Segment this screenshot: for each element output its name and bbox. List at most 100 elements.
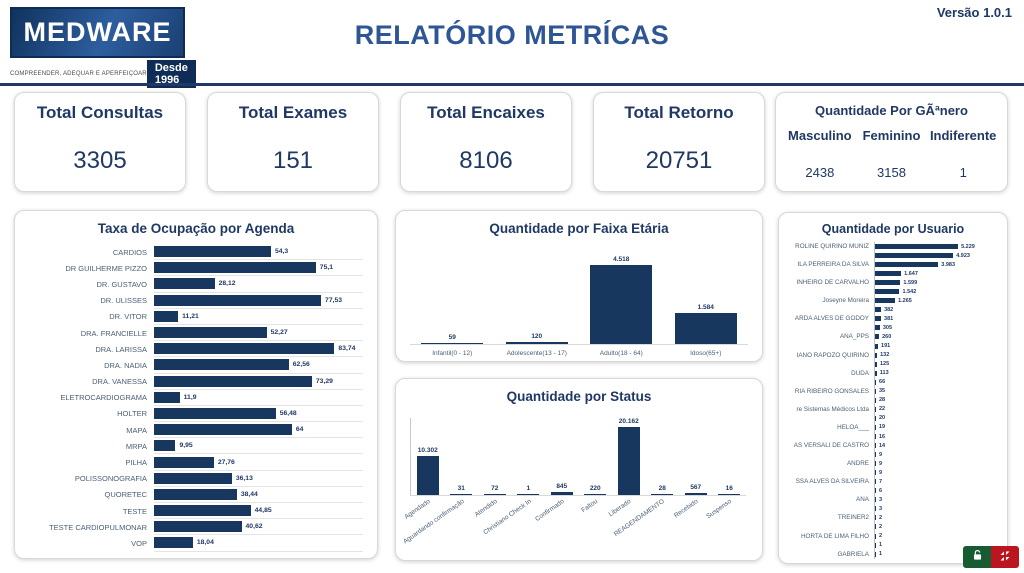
value-label: 59 xyxy=(448,333,456,341)
bar-track: 62,56 xyxy=(154,357,363,374)
bar xyxy=(617,427,640,495)
bar-track: 54,3 xyxy=(154,244,363,261)
kpi-label: Total Consultas xyxy=(36,103,164,122)
gender-card-title: Quantidade Por GÃªnero xyxy=(815,103,968,118)
unlock-button[interactable] xyxy=(963,546,991,568)
bar-track: 260 xyxy=(874,332,991,342)
kpi-value: 3305 xyxy=(73,147,127,174)
bar-row: DRA. FRANCIELLE 52,27 xyxy=(21,325,377,342)
value-label: 5.229 xyxy=(961,243,975,250)
bar-column: 31 Aguardando confirmação xyxy=(402,418,479,545)
bar xyxy=(875,361,877,367)
bar-column: 220 Faltou xyxy=(579,418,613,514)
bar-track: 77,53 xyxy=(154,293,363,309)
value-label: 305 xyxy=(882,324,893,331)
faixa-etaria-bar-chart: 59 120 4.518 1.584 xyxy=(410,256,748,345)
category-label: ELETROCARDIOGRAMA xyxy=(60,393,147,403)
bar xyxy=(154,278,215,290)
bar xyxy=(875,443,876,449)
bar-column: 120 xyxy=(495,256,580,344)
bar-row: 2 xyxy=(783,522,999,532)
bar xyxy=(875,316,882,322)
medware-logo: MEDWARE xyxy=(10,7,185,58)
bar-row: ANA_PPS 260 xyxy=(783,332,999,342)
bar-track: 44,85 xyxy=(154,503,363,520)
bar-column: 10.302 Agendado xyxy=(403,418,445,521)
bar xyxy=(875,497,876,503)
bar-track: 382 xyxy=(874,305,991,315)
value-label: 56,48 xyxy=(279,409,297,417)
bar-track: 20 xyxy=(874,413,991,423)
value-label: 9 xyxy=(879,469,883,476)
category-label: Faltou xyxy=(580,498,600,515)
value-label: 22 xyxy=(879,406,886,413)
chart-title: Quantidade por Faixa Etária xyxy=(489,221,669,236)
logo-text: MEDWARE xyxy=(23,17,172,47)
bar-row: 9 xyxy=(783,450,999,460)
gender-col-feminino: Feminino 3158 xyxy=(856,128,928,180)
bar xyxy=(590,265,653,344)
gender-value: 1 xyxy=(959,165,967,180)
bar xyxy=(154,359,289,371)
value-label: 77,53 xyxy=(325,296,343,304)
value-label: 54,3 xyxy=(274,248,289,256)
kpi-value: 151 xyxy=(272,147,314,174)
bar-track: 18,04 xyxy=(154,535,363,552)
bar-column: 845 Confirmado xyxy=(534,418,579,523)
category-label: POLISSONOGRAFIA xyxy=(74,474,147,484)
bar-track: 9 xyxy=(874,450,991,460)
bar-column: 4.518 xyxy=(579,256,664,344)
bar xyxy=(875,397,876,403)
bar xyxy=(875,415,876,421)
bar-row: 1 xyxy=(783,540,999,550)
bar-track: 83,74 xyxy=(154,341,363,358)
bar xyxy=(416,455,439,495)
chart-card-faixa-etaria: Quantidade por Faixa Etária 59 120 4.518 1.… xyxy=(395,210,763,362)
value-label: 381 xyxy=(884,315,894,322)
value-label: 845 xyxy=(556,482,568,490)
value-label: 7 xyxy=(879,478,883,485)
value-label: 9 xyxy=(879,451,883,458)
category-label: Confirmado xyxy=(534,498,566,524)
bar-track: 1.647 xyxy=(874,269,991,279)
bar-column: 1.584 xyxy=(664,256,749,344)
bar xyxy=(875,515,876,521)
bar-row: 16 xyxy=(783,431,999,442)
category-label: DRA. NADIA xyxy=(104,360,147,370)
bar-row: 4.923 xyxy=(783,251,999,261)
category-label: ROLINE QUIRINO MUNIZ xyxy=(795,243,869,251)
bar xyxy=(154,343,335,355)
value-label: 1.599 xyxy=(903,279,918,286)
bar-row: QUORETEC 38,44 xyxy=(21,487,377,503)
value-label: 260 xyxy=(882,333,892,340)
category-label: GABRIELA xyxy=(837,550,870,558)
bar xyxy=(154,488,237,500)
bar xyxy=(875,343,879,349)
kpi-card-genero: Quantidade Por GÃªnero Masculino 2438 Fe… xyxy=(775,92,1008,192)
chart-title: Quantidade por Status xyxy=(506,389,652,404)
bar xyxy=(875,298,896,304)
category-label: DR. VITOR xyxy=(109,312,147,322)
bar-row: IANO RAPOZO QUIRINO 132 xyxy=(783,350,999,360)
bar-track: 9,95 xyxy=(154,438,363,455)
value-label: 1 xyxy=(526,485,531,492)
category-label: HELOA___ xyxy=(837,423,869,431)
bar xyxy=(154,537,193,549)
gender-label: Feminino xyxy=(862,128,921,143)
bar xyxy=(875,461,876,467)
bar xyxy=(154,440,176,452)
category-label: IANO RAPOZO QUIRINO xyxy=(796,351,869,359)
bar xyxy=(684,492,707,495)
category-label: INHEIRO DE CARVALHO xyxy=(796,279,869,287)
bar xyxy=(154,327,267,339)
category-label: DRA. FRANCIELLE xyxy=(80,328,147,338)
bar-row: HELOA___ 19 xyxy=(783,422,999,432)
bar-track: 113 xyxy=(874,368,991,378)
bar xyxy=(875,533,876,539)
chart-card-status: Quantidade por Status 10.302 Agendado 31 Ag… xyxy=(395,378,763,561)
bar-track: 305 xyxy=(874,323,991,333)
bar xyxy=(718,494,741,495)
compress-button[interactable] xyxy=(991,546,1019,568)
kpi-value: 20751 xyxy=(645,147,713,174)
kpi-card-encaixes: Total Encaixes 8106 xyxy=(400,92,572,192)
